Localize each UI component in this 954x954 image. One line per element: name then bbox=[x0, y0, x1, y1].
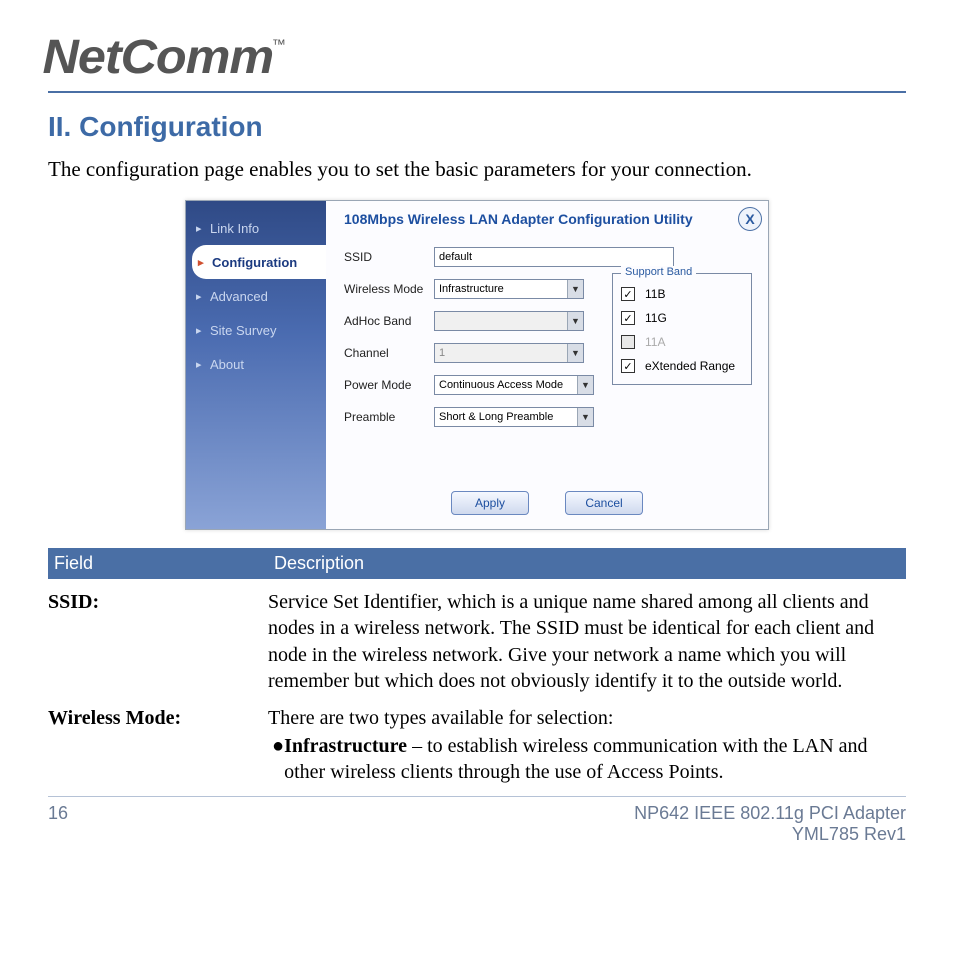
checkbox-row-11b: ✓ 11B bbox=[621, 282, 743, 306]
bullet-icon: ▸ bbox=[196, 324, 204, 337]
chevron-down-icon: ▼ bbox=[567, 280, 583, 298]
checkbox-row-extended: ✓ eXtended Range bbox=[621, 354, 743, 378]
table-row: SSID: Service Set Identifier, which is a… bbox=[48, 589, 906, 695]
footer-right: NP642 IEEE 802.11g PCI Adapter YML785 Re… bbox=[634, 803, 906, 845]
close-icon: X bbox=[745, 211, 754, 227]
select-value: Continuous Access Mode bbox=[435, 379, 577, 391]
table-header-row: Field Description bbox=[48, 548, 906, 579]
page-footer: 16 NP642 IEEE 802.11g PCI Adapter YML785… bbox=[48, 797, 906, 845]
bullet-row: ● Infrastructure – to establish wireless… bbox=[268, 733, 906, 786]
checkbox-label: 11B bbox=[645, 287, 665, 301]
brand-header: NetComm ™ bbox=[48, 30, 906, 85]
sidebar-item-label: Link Info bbox=[210, 221, 259, 236]
sidebar-item-about[interactable]: ▸ About bbox=[186, 347, 326, 381]
chevron-down-icon: ▼ bbox=[567, 344, 583, 362]
select-power-mode[interactable]: Continuous Access Mode ▼ bbox=[434, 375, 594, 395]
checkbox-extended-range[interactable]: ✓ bbox=[621, 359, 635, 373]
screenshot-container: ▸ Link Info ▸ Configuration ▸ Advanced ▸… bbox=[48, 200, 906, 530]
button-label: Cancel bbox=[585, 496, 622, 510]
support-band-legend: Support Band bbox=[621, 266, 696, 278]
checkbox-row-11g: ✓ 11G bbox=[621, 306, 743, 330]
cancel-button[interactable]: Cancel bbox=[565, 491, 643, 515]
label-adhoc-band: AdHoc Band bbox=[344, 314, 434, 328]
apply-button[interactable]: Apply bbox=[451, 491, 529, 515]
table-body: SSID: Service Set Identifier, which is a… bbox=[48, 579, 906, 786]
sidebar-item-label: Configuration bbox=[212, 255, 297, 270]
button-label: Apply bbox=[475, 496, 505, 510]
select-adhoc-band[interactable]: ▼ bbox=[434, 311, 584, 331]
desc-intro: There are two types available for select… bbox=[268, 707, 613, 729]
product-name: NP642 IEEE 802.11g PCI Adapter bbox=[634, 803, 906, 824]
checkbox-11g[interactable]: ✓ bbox=[621, 311, 635, 325]
checkbox-row-11a: 11A bbox=[621, 330, 743, 354]
main-panel: X 108Mbps Wireless LAN Adapter Configura… bbox=[326, 201, 768, 529]
table-header-field: Field bbox=[54, 553, 274, 574]
bullet-bold: Infrastructure bbox=[284, 735, 407, 757]
select-preamble[interactable]: Short & Long Preamble ▼ bbox=[434, 407, 594, 427]
support-band-group: Support Band ✓ 11B ✓ 11G 11A ✓ eXtended … bbox=[612, 273, 752, 385]
trademark-symbol: ™ bbox=[272, 36, 286, 52]
label-wireless-mode: Wireless Mode bbox=[344, 282, 434, 296]
row-preamble: Preamble Short & Long Preamble ▼ bbox=[344, 407, 754, 427]
bullet-icon: ▸ bbox=[196, 222, 204, 235]
select-channel[interactable]: 1 ▼ bbox=[434, 343, 584, 363]
row-description: There are two types available for select… bbox=[268, 705, 906, 786]
sidebar-item-configuration[interactable]: ▸ Configuration bbox=[192, 245, 326, 279]
doc-revision: YML785 Rev1 bbox=[634, 824, 906, 845]
bullet-icon: ▸ bbox=[196, 290, 204, 303]
intro-paragraph: The configuration page enables you to se… bbox=[48, 157, 906, 182]
label-channel: Channel bbox=[344, 346, 434, 360]
select-wireless-mode[interactable]: Infrastructure ▼ bbox=[434, 279, 584, 299]
checkbox-label: 11A bbox=[645, 335, 665, 349]
section-title: II. Configuration bbox=[48, 111, 906, 143]
table-row: Wireless Mode: There are two types avail… bbox=[48, 705, 906, 786]
input-ssid[interactable] bbox=[434, 247, 674, 267]
page-number: 16 bbox=[48, 803, 68, 845]
checkbox-label: 11G bbox=[645, 311, 667, 325]
chevron-down-icon: ▼ bbox=[567, 312, 583, 330]
select-value: Short & Long Preamble bbox=[435, 411, 577, 423]
sidebar-item-site-survey[interactable]: ▸ Site Survey bbox=[186, 313, 326, 347]
label-preamble: Preamble bbox=[344, 410, 434, 424]
bullet-text: Infrastructure – to establish wireless c… bbox=[284, 733, 906, 786]
sidebar: ▸ Link Info ▸ Configuration ▸ Advanced ▸… bbox=[186, 201, 326, 529]
row-field-name: Wireless Mode: bbox=[48, 705, 268, 786]
close-button[interactable]: X bbox=[738, 207, 762, 231]
label-ssid: SSID bbox=[344, 250, 434, 264]
row-description: Service Set Identifier, which is a uniqu… bbox=[268, 589, 906, 695]
button-row: Apply Cancel bbox=[326, 491, 768, 515]
bullet-dot-icon: ● bbox=[268, 733, 284, 786]
chevron-down-icon: ▼ bbox=[577, 376, 593, 394]
label-power-mode: Power Mode bbox=[344, 378, 434, 392]
window-title: 108Mbps Wireless LAN Adapter Configurati… bbox=[344, 211, 754, 227]
table-header-description: Description bbox=[274, 553, 900, 574]
sidebar-item-label: Site Survey bbox=[210, 323, 276, 338]
sidebar-item-label: About bbox=[210, 357, 244, 372]
row-field-name: SSID: bbox=[48, 589, 268, 695]
config-utility-window: ▸ Link Info ▸ Configuration ▸ Advanced ▸… bbox=[185, 200, 769, 530]
header-divider bbox=[48, 91, 906, 93]
brand-logo: NetComm bbox=[43, 30, 274, 85]
checkbox-11a[interactable] bbox=[621, 335, 635, 349]
checkbox-label: eXtended Range bbox=[645, 359, 735, 373]
sidebar-item-advanced[interactable]: ▸ Advanced bbox=[186, 279, 326, 313]
bullet-icon: ▸ bbox=[196, 358, 204, 371]
select-value: Infrastructure bbox=[435, 283, 567, 295]
select-value: 1 bbox=[435, 347, 567, 359]
row-ssid: SSID bbox=[344, 247, 754, 267]
bullet-icon: ▸ bbox=[198, 256, 206, 269]
chevron-down-icon: ▼ bbox=[577, 408, 593, 426]
checkbox-11b[interactable]: ✓ bbox=[621, 287, 635, 301]
sidebar-item-label: Advanced bbox=[210, 289, 268, 304]
sidebar-item-link-info[interactable]: ▸ Link Info bbox=[186, 211, 326, 245]
